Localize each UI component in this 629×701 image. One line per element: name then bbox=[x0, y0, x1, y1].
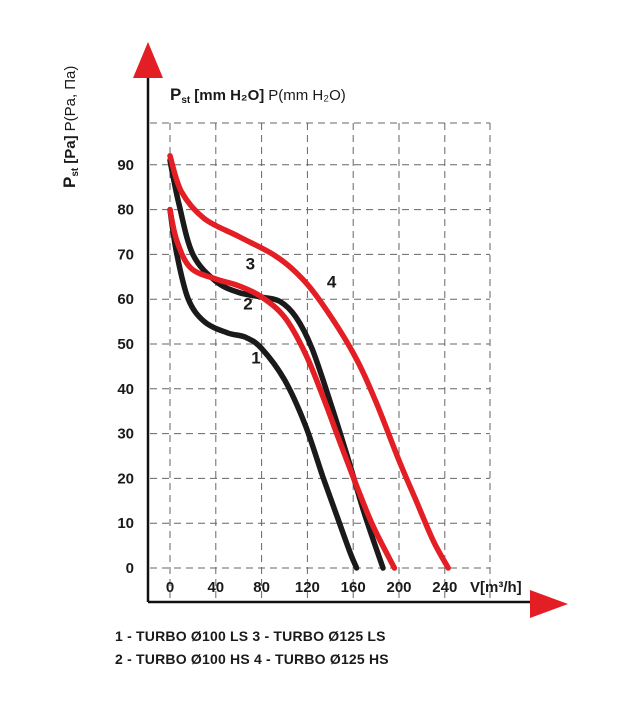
y-axis-arrow-icon bbox=[133, 42, 163, 78]
y-tick-label: 20 bbox=[117, 470, 134, 487]
series-1-label: 1 bbox=[251, 348, 260, 367]
series-3-curve bbox=[167, 206, 398, 571]
y-tick-label: 30 bbox=[117, 426, 134, 443]
y-title-side-sub: st bbox=[70, 167, 81, 177]
x-tick-label: 200 bbox=[386, 579, 411, 596]
series-labels: 1 2 3 4 bbox=[243, 254, 337, 367]
x-tick-labels: 0 40 80 120 160 200 240 bbox=[166, 579, 457, 596]
y-title-side-main: P bbox=[60, 177, 79, 188]
legend-line-1: 1 - TURBO Ø100 LS 3 - TURBO Ø125 LS bbox=[115, 628, 386, 644]
y-tick-label: 10 bbox=[117, 515, 134, 532]
series-2-label: 2 bbox=[243, 295, 252, 314]
y-title-top-normal: P(mm H₂O) bbox=[268, 87, 345, 104]
x-tick-label: 80 bbox=[253, 579, 270, 596]
x-tick-label: 40 bbox=[207, 579, 224, 596]
y-tick-label: 0 bbox=[126, 560, 134, 577]
y-tick-labels: 0 10 20 30 40 50 60 70 80 90 bbox=[117, 157, 134, 577]
y-tick-label: 40 bbox=[117, 381, 134, 398]
y-tick-label: 80 bbox=[117, 202, 134, 219]
y-title-top-bold: [mm H₂O] bbox=[194, 87, 264, 104]
y-tick-label: 50 bbox=[117, 336, 134, 353]
y-title-side-bold: [Pa] bbox=[62, 135, 79, 163]
x-tick-label: 240 bbox=[432, 579, 457, 596]
series-4-label: 4 bbox=[327, 272, 337, 291]
legend-line-2: 2 - TURBO Ø100 HS 4 - TURBO Ø125 HS bbox=[115, 651, 389, 667]
x-tick-label: 0 bbox=[166, 579, 174, 596]
series-4-curve bbox=[167, 153, 451, 571]
y-tick-label: 90 bbox=[117, 157, 134, 174]
series-1-curve bbox=[167, 206, 360, 571]
y-title-top-main: P bbox=[170, 85, 181, 104]
y-title-top-sub: st bbox=[181, 95, 191, 106]
x-tick-label: 120 bbox=[295, 579, 320, 596]
grid-lines bbox=[150, 122, 491, 600]
x-axis-arrow-icon bbox=[530, 590, 568, 618]
y-axis-title-side: Pst [Pa] P(Pa, Па) bbox=[60, 66, 81, 188]
series-curves bbox=[167, 153, 451, 571]
y-axis-title-top: Pst [mm H₂O] P(mm H₂O) bbox=[170, 85, 346, 106]
y-tick-label: 60 bbox=[117, 291, 134, 308]
y-tick-label: 70 bbox=[117, 246, 134, 263]
series-3-label: 3 bbox=[246, 254, 255, 273]
y-title-side-normal: P(Pa, Па) bbox=[62, 66, 79, 132]
x-tick-label: 160 bbox=[341, 579, 366, 596]
x-axis-title: V[m³/h] bbox=[470, 579, 522, 596]
